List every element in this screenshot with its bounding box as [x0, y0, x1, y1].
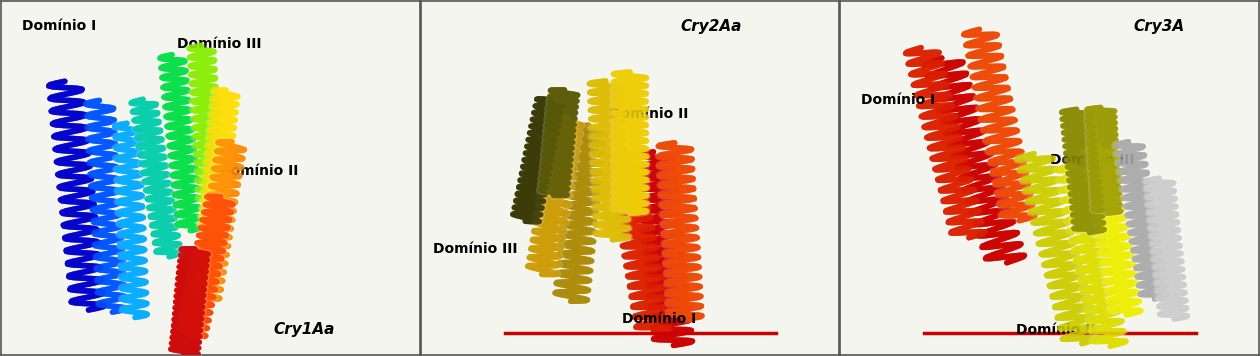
Text: Domínio II: Domínio II	[609, 108, 688, 121]
Text: Domínio III: Domínio III	[433, 242, 518, 256]
Text: Domínio I: Domínio I	[23, 19, 97, 33]
Text: Domínio II: Domínio II	[1016, 323, 1095, 337]
Text: Domínio III: Domínio III	[1050, 153, 1134, 167]
Text: Domínio II: Domínio II	[219, 164, 299, 178]
Text: Cry1Aa: Cry1Aa	[273, 323, 335, 337]
Text: Domínio I: Domínio I	[621, 312, 696, 326]
Text: Domínio III: Domínio III	[176, 37, 262, 51]
Text: Domínio I: Domínio I	[862, 93, 936, 107]
Text: Cry3A: Cry3A	[1133, 19, 1184, 33]
Text: Cry2Aa: Cry2Aa	[680, 19, 742, 33]
